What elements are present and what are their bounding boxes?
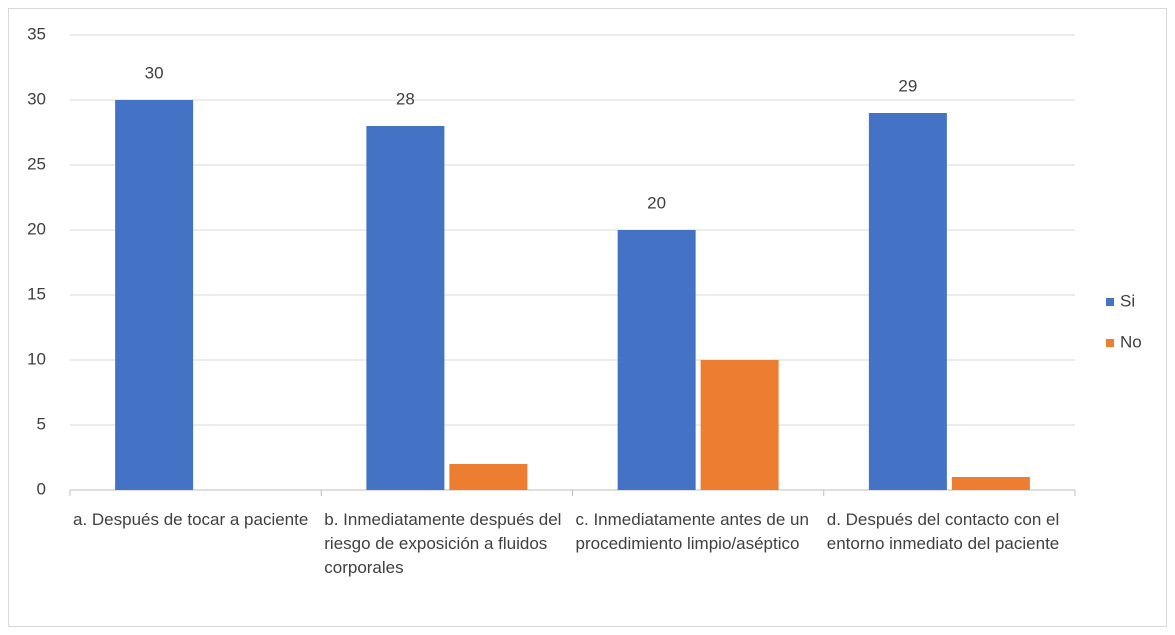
bar xyxy=(868,113,947,490)
data-label: 30 xyxy=(145,63,164,82)
y-tick-label: 5 xyxy=(37,414,46,433)
bar xyxy=(449,464,528,490)
y-tick-label: 25 xyxy=(27,154,46,173)
bar xyxy=(115,100,194,490)
legend-label: No xyxy=(1120,332,1142,351)
data-label: 28 xyxy=(396,89,415,108)
y-tick-label: 20 xyxy=(27,219,46,238)
x-tick-label: d. Después del contacto con el entorno i… xyxy=(826,510,1060,553)
data-label: 20 xyxy=(647,193,666,212)
x-tick-label: c. Inmediatamente antes de un procedimie… xyxy=(575,510,809,553)
bar xyxy=(366,126,445,490)
y-tick-label: 30 xyxy=(27,89,46,108)
x-tick-label: b. Inmediatamente después del riesgo de … xyxy=(324,510,562,577)
legend-swatch xyxy=(1106,339,1114,347)
bar xyxy=(951,477,1030,490)
bar xyxy=(617,230,696,490)
y-tick-label: 15 xyxy=(27,284,46,303)
chart-border xyxy=(8,8,1167,627)
bar xyxy=(700,360,779,490)
y-tick-label: 10 xyxy=(27,349,46,368)
y-tick-label: 35 xyxy=(27,24,46,43)
data-label: 29 xyxy=(898,76,917,95)
x-tick-label: a. Después de tocar a paciente xyxy=(73,510,309,529)
legend-label: Si xyxy=(1120,291,1135,310)
legend-swatch xyxy=(1106,298,1114,306)
y-tick-label: 0 xyxy=(37,479,46,498)
